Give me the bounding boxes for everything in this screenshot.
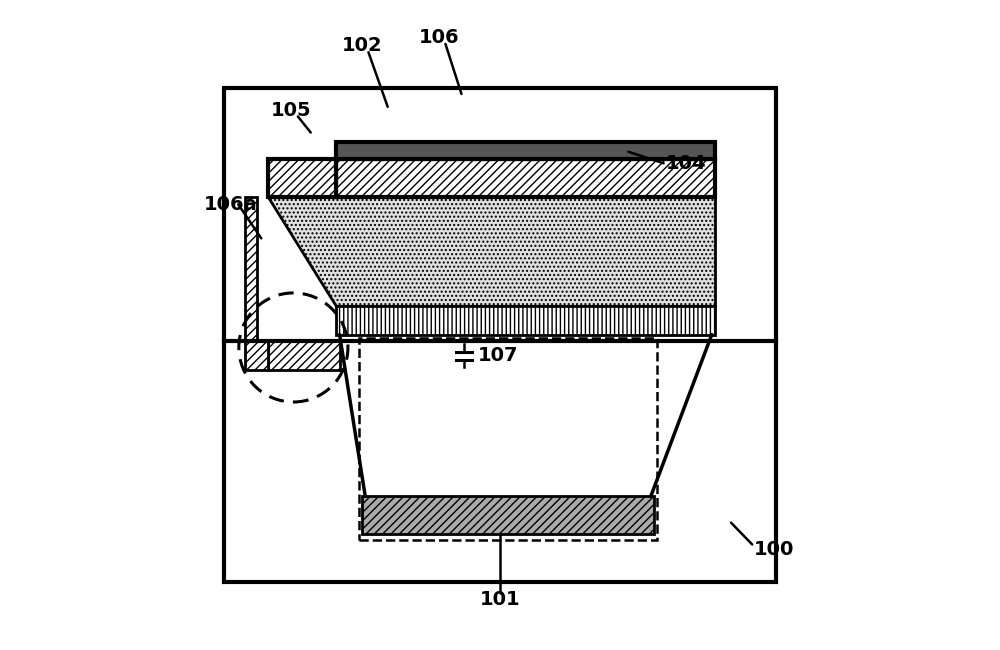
Bar xyxy=(359,338,657,540)
Bar xyxy=(245,197,257,341)
Text: 104: 104 xyxy=(666,154,706,173)
Text: 102: 102 xyxy=(342,36,382,55)
Text: 101: 101 xyxy=(480,590,520,609)
Bar xyxy=(336,142,715,159)
Bar xyxy=(362,497,654,534)
Text: 107: 107 xyxy=(478,346,518,365)
Bar xyxy=(224,88,776,582)
Bar xyxy=(336,159,715,197)
Text: 106: 106 xyxy=(419,28,459,47)
Text: 106a: 106a xyxy=(204,195,257,214)
Bar xyxy=(268,341,340,370)
Text: 100: 100 xyxy=(753,540,794,559)
Bar xyxy=(268,159,336,197)
Text: 105: 105 xyxy=(271,101,312,120)
Polygon shape xyxy=(268,197,715,306)
Polygon shape xyxy=(336,306,715,335)
Bar xyxy=(245,341,268,370)
